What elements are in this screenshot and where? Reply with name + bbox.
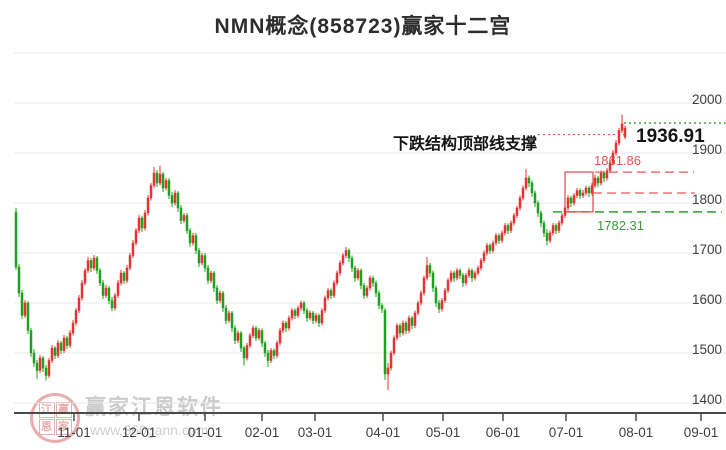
box-bottom-price-label: 1782.31	[597, 218, 644, 233]
x-tick-label: 09-01	[684, 425, 719, 440]
x-tick-label: 01-01	[188, 425, 223, 440]
seal-char: 恩	[38, 418, 55, 435]
y-tick-label: 1800	[692, 192, 722, 207]
seal-char: 赢	[55, 401, 72, 418]
y-tick-label: 1500	[692, 342, 722, 357]
seal-char: 家	[55, 418, 72, 435]
x-tick-label: 11-01	[57, 425, 91, 440]
y-tick-label: 1700	[692, 242, 722, 257]
x-tick-label: 04-01	[366, 425, 401, 440]
y-tick-label: 1900	[692, 142, 722, 157]
x-tick-label: 06-01	[486, 425, 521, 440]
support-annotation-label: 下跌结构顶部线支撑	[392, 136, 537, 153]
y-tick-label: 2000	[692, 92, 722, 107]
seal-char: 江	[38, 401, 55, 418]
gann-seal-logo: 江赢恩家	[30, 393, 80, 443]
x-axis: 11-01 12-01 01-01 02-01 03-01 04-01 05-01 06-01…	[14, 412, 726, 440]
x-tick-label: 08-01	[619, 425, 654, 440]
box-top-price-label: 1861.86	[594, 153, 641, 168]
x-tick-label: 12-01	[122, 425, 157, 440]
watermark-url: www.360gann.com	[90, 422, 209, 438]
candles	[14, 114, 627, 390]
seal-characters: 江赢恩家	[38, 401, 72, 435]
x-tick-label: 05-01	[426, 425, 461, 440]
structure-lines	[538, 122, 726, 213]
gridlines	[14, 52, 726, 404]
support-price-label: 1936.91	[636, 126, 705, 147]
chart-title: NMN概念(858723)赢家十二宫	[214, 15, 512, 38]
y-tick-label: 1600	[692, 292, 722, 307]
y-axis-labels: 2000 1900 1800 1700 1600 1500 1400	[692, 92, 722, 407]
x-tick-label: 03-01	[298, 425, 333, 440]
y-tick-label: 1400	[692, 392, 722, 407]
x-tick-label: 02-01	[245, 425, 280, 440]
x-tick-label: 07-01	[549, 425, 584, 440]
